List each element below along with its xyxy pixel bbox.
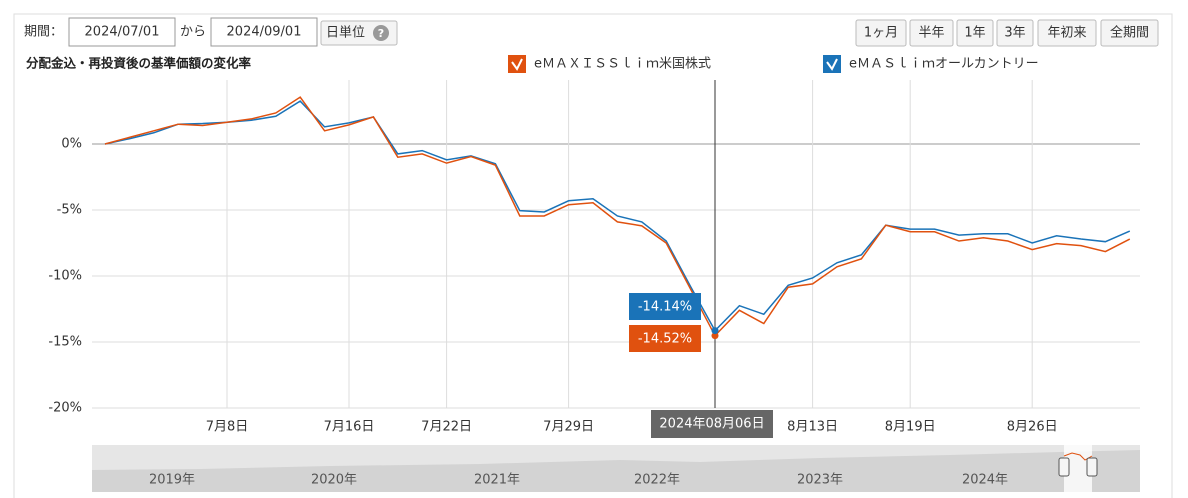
y-tick-label: -20%: [48, 401, 82, 416]
legend-label: eＭＡＳｌｉｍオールカントリー: [849, 57, 1039, 72]
range-button[interactable]: [855, 19, 907, 47]
y-tick-label: 0%: [61, 137, 82, 152]
tooltip-box: [629, 293, 701, 320]
x-tick-label: 8月13日: [787, 420, 838, 435]
range-label: 3年: [1004, 26, 1025, 41]
hover-marker: [711, 332, 719, 340]
range-button[interactable]: [909, 19, 954, 47]
series-line: [104, 96, 1131, 337]
range-button[interactable]: [1100, 19, 1159, 47]
y-tick-label: -5%: [57, 203, 82, 218]
range-label: 1ヶ月: [864, 26, 898, 41]
start-date: 2024/07/01: [85, 25, 160, 40]
range-label: 半年: [918, 26, 944, 41]
navigator-label: 2019年: [149, 473, 195, 488]
legend-label: eＭＡＸＩＳＳｌｉｍ米国株式: [534, 57, 711, 72]
chart-title: 分配金込・再投資後の基準価額の変化率: [26, 56, 252, 71]
x-tick-label: 7月16日: [324, 420, 375, 435]
tooltip-box: [629, 325, 701, 352]
range-label: 全期間: [1110, 25, 1149, 41]
navigator-area: [92, 450, 1140, 492]
end-input[interactable]: [210, 17, 318, 47]
navigator-handle[interactable]: [1058, 457, 1070, 477]
range-button[interactable]: [1037, 19, 1097, 47]
x-tick-label: 7月29日: [543, 420, 594, 435]
range-button[interactable]: [956, 19, 994, 47]
navigator-handle[interactable]: [1086, 457, 1098, 477]
x-tick-label: 7月22日: [421, 420, 472, 435]
x-tick-label: 8月26日: [1007, 420, 1058, 435]
crosshair-date: 2024年08月06日: [659, 417, 764, 432]
navigator-label: 2021年: [474, 473, 520, 488]
legend-check: [826, 58, 838, 71]
navigator-label: 2024年: [962, 473, 1008, 488]
to-label: から: [180, 25, 206, 40]
x-tick-label: 8月19日: [885, 420, 936, 435]
help-icon[interactable]: [373, 25, 389, 41]
plot-area: [92, 80, 1140, 410]
x-tick-label: 7月8日: [206, 420, 249, 435]
navigator-label: 2020年: [311, 473, 357, 488]
legend-check: [511, 58, 523, 71]
range-button[interactable]: [996, 19, 1034, 47]
y-tick-label: -10%: [48, 269, 82, 284]
tooltip-value: -14.14%: [638, 300, 692, 315]
range-label: 1年: [964, 26, 985, 41]
series-line: [104, 100, 1131, 332]
navigator-label: 2023年: [797, 473, 843, 488]
period-label: 期間：: [24, 25, 63, 40]
unit-label: 日単位: [326, 25, 365, 41]
start-input[interactable]: [68, 17, 176, 47]
tooltip-value: -14.52%: [638, 332, 692, 347]
hover-marker: [711, 327, 719, 335]
range-label: 年初来: [1047, 26, 1086, 41]
help-text: ?: [378, 27, 384, 40]
navigator-label: 2022年: [634, 473, 680, 488]
end-date: 2024/09/01: [227, 25, 302, 40]
y-tick-label: -15%: [48, 335, 82, 350]
crosshair-date-box: [651, 410, 773, 438]
